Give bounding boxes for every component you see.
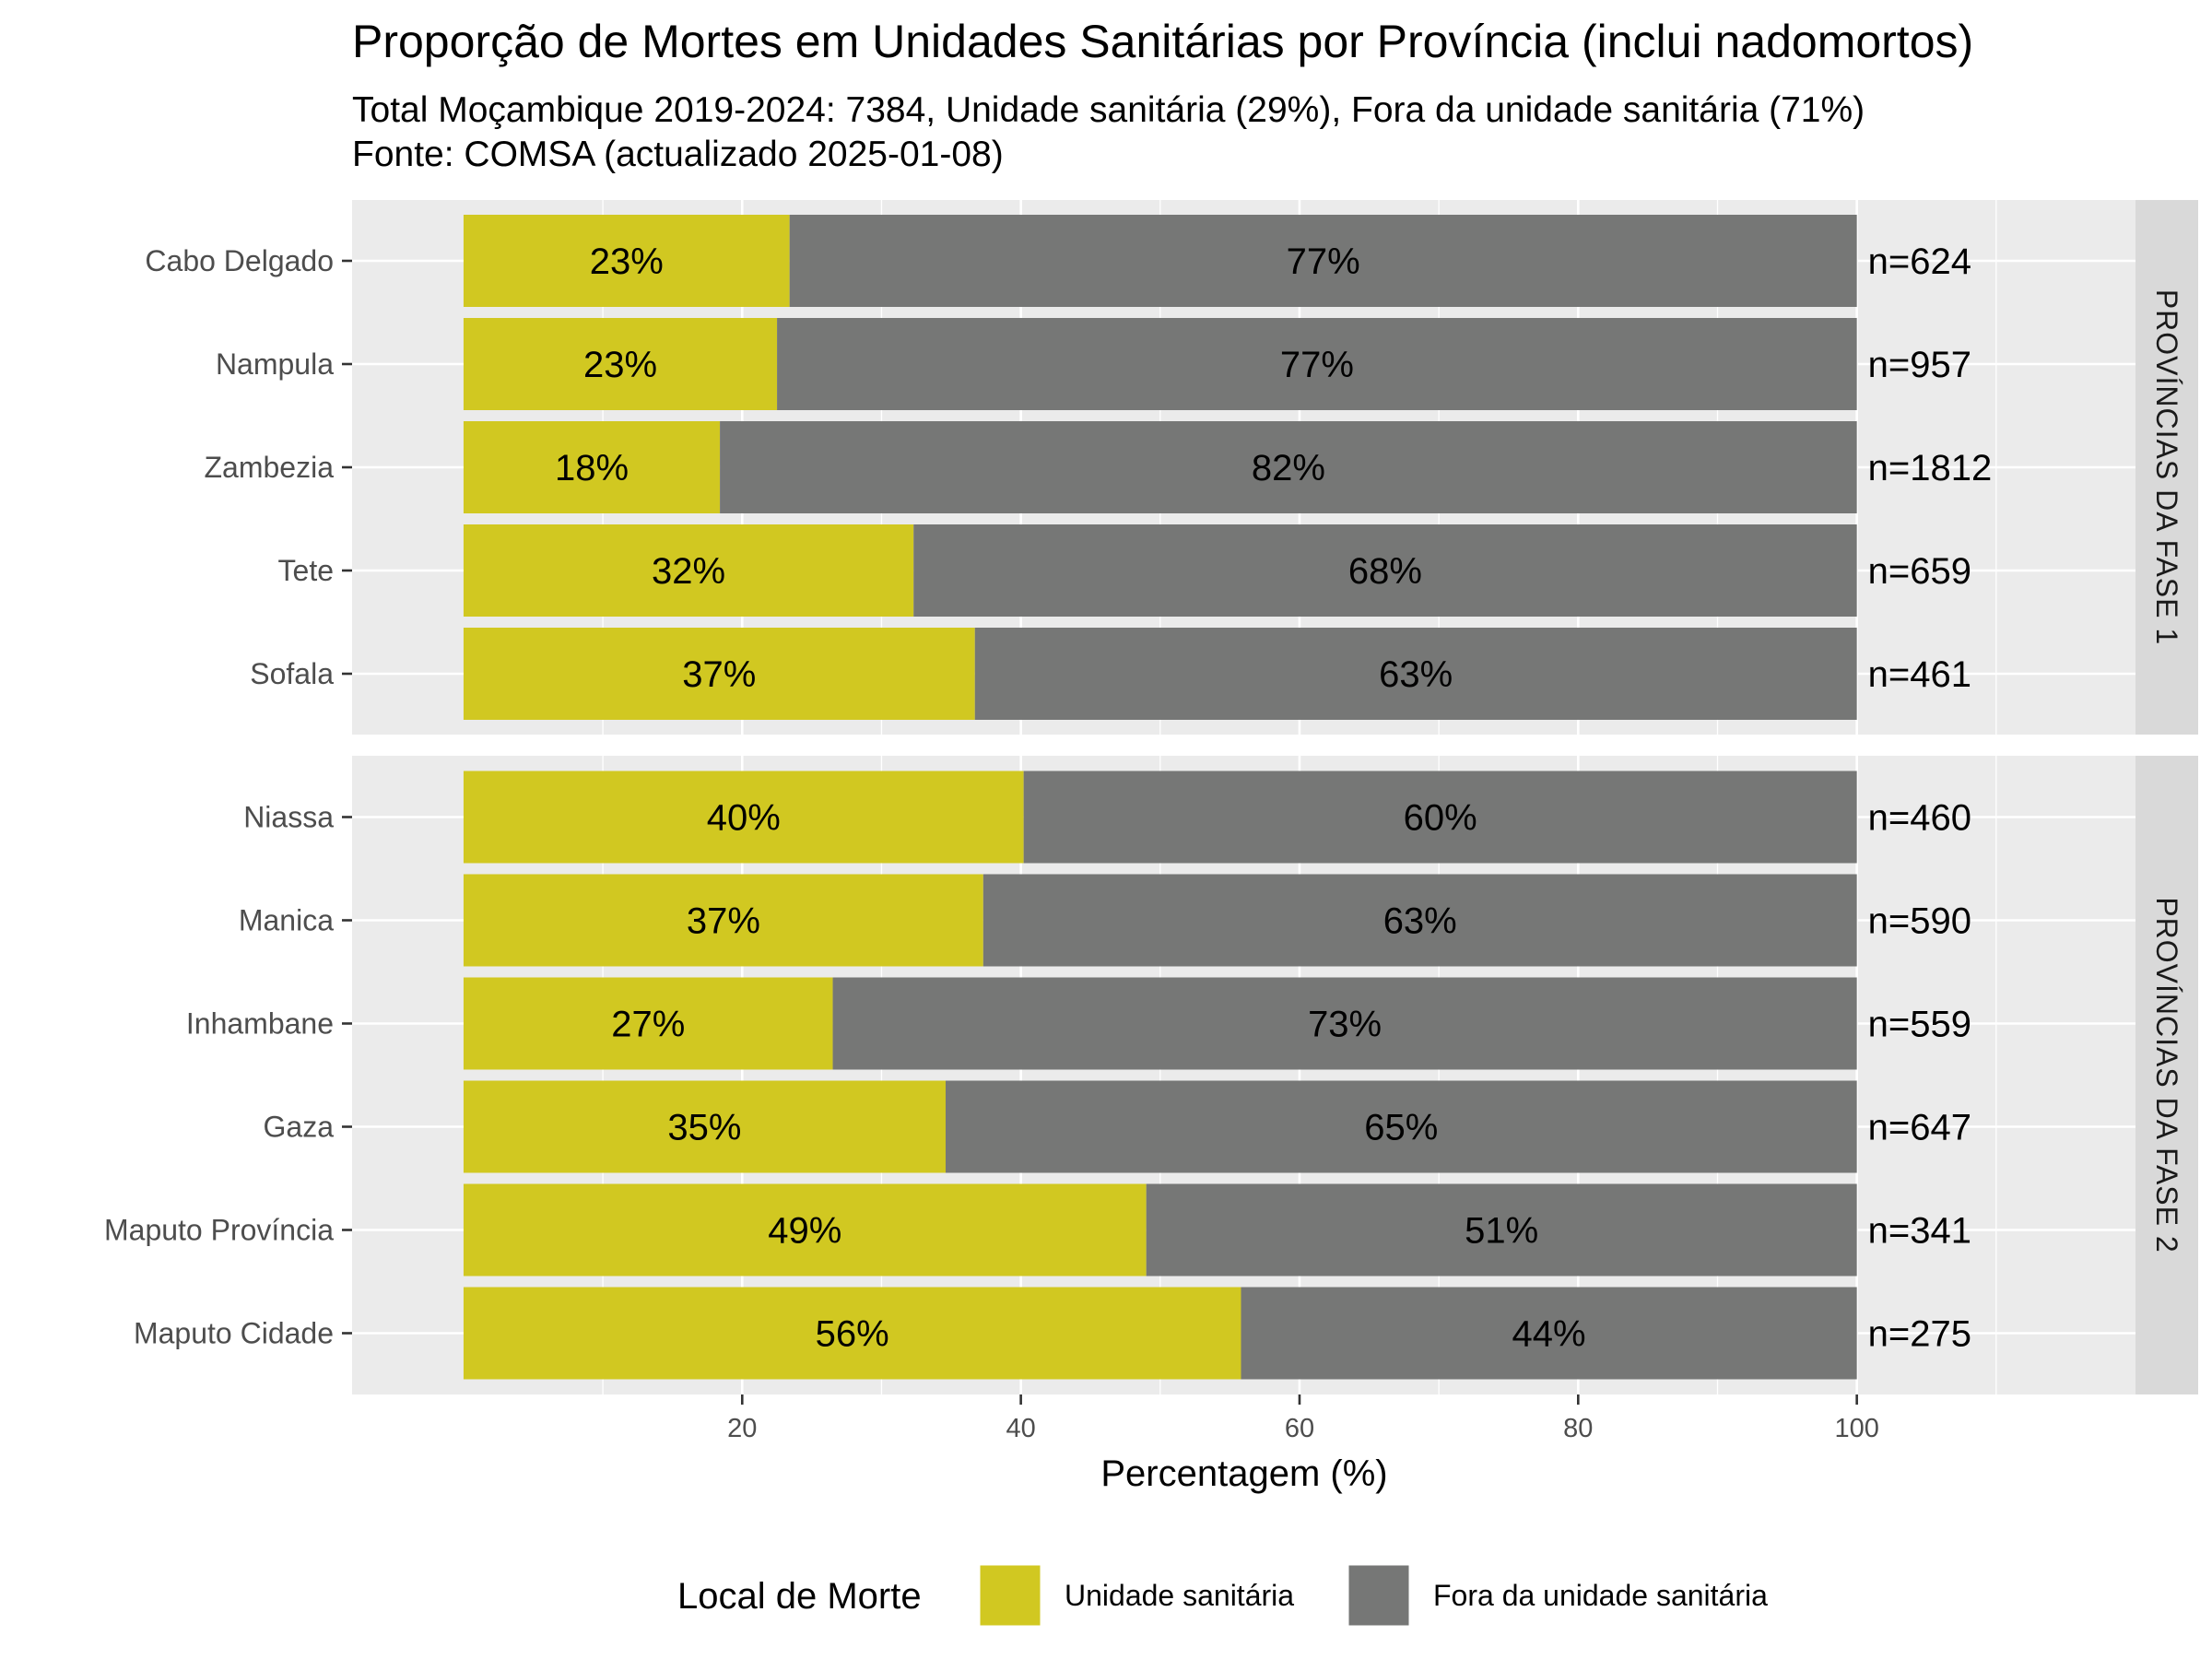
bar-unidade-gaza [463,1080,946,1173]
legend: Local de Morte Unidade sanitária Fora da… [677,1562,1768,1629]
bar-label-unidade-maputo-cidade: 56% [816,1314,889,1355]
y-tick-label-zambezia: Zambezia [205,451,335,484]
legend-title: Local de Morte [677,1576,922,1617]
bar-unidade-inhambane [463,977,833,1070]
legend-key-unidade [977,1562,1043,1629]
x-tick-label-20: 20 [727,1414,757,1443]
y-tick-label-manica: Manica [239,904,334,937]
bar-unidade-niassa [463,771,1024,864]
bar-label-unidade-niassa: 40% [707,798,781,839]
n-label-gaza: n=647 [1868,1108,1971,1148]
x-axis: 20 40 60 80 100 [727,1394,1879,1443]
bar-label-fora-niassa: 60% [1404,798,1477,839]
bar-fora-inhambane [832,977,1857,1070]
chart-subtitle-line1: Total Moçambique 2019-2024: 7384, Unidad… [352,90,1865,130]
bar-label-fora-nampula: 77% [1280,345,1354,385]
bar-label-unidade-cabo-delgado: 23% [590,241,664,282]
y-tick-label-sofala: Sofala [250,657,334,690]
n-label-tete: n=659 [1868,551,1971,592]
n-label-manica: n=590 [1868,901,1971,942]
bar-label-fora-gaza: 65% [1364,1108,1438,1148]
bar-label-unidade-sofala: 37% [682,654,756,695]
bar-label-fora-tete: 68% [1348,551,1422,592]
bar-fora-gaza [945,1080,1857,1173]
bar-unidade-sofala [463,628,975,720]
bar-label-fora-maputo-provincia: 51% [1465,1211,1538,1252]
bar-label-fora-zambezia: 82% [1252,448,1325,488]
bar-fora-sofala [974,628,1857,720]
y-tick-label-gaza: Gaza [264,1111,335,1144]
bar-unidade-nampula [463,318,778,410]
bar-label-fora-maputo-cidade: 44% [1512,1314,1586,1355]
bar-fora-zambezia [720,421,1857,513]
bar-label-unidade-manica: 37% [687,901,760,942]
bar-fora-cabo-delgado [789,215,1857,307]
bar-fora-maputo-provincia [1146,1183,1857,1277]
panel-2: 40% 60% n=460 Niassa 37% 63% n=590 Manica 27% 73%… [104,756,2198,1394]
bar-unidade-manica [463,874,983,967]
bar-fora-manica [982,874,1857,967]
facet-strip-2 [2136,756,2198,1394]
bar-label-fora-cabo-delgado: 77% [1287,241,1360,282]
bar-label-fora-sofala: 63% [1379,654,1453,695]
bar-fora-maputo-cidade [1241,1287,1857,1380]
bar-unidade-maputo-provincia [463,1183,1147,1277]
facet-strip-1 [2136,200,2198,735]
y-tick-label-inhambane: Inhambane [186,1007,334,1041]
x-axis-title: Percentagem (%) [1100,1453,1387,1494]
bar-fora-tete [913,524,1857,617]
x-tick-label-80: 80 [1563,1414,1593,1443]
legend-label-fora: Fora da unidade sanitária [1433,1579,1768,1612]
y-tick-label-maputo-cidade: Maputo Cidade [134,1317,334,1350]
n-label-inhambane: n=559 [1868,1005,1971,1045]
bar-fora-niassa [1023,771,1857,864]
bar-label-unidade-maputo-provincia: 49% [768,1211,841,1252]
n-label-sofala: n=461 [1868,654,1971,695]
chart-subtitle-line2: Fonte: COMSA (actualizado 2025-01-08) [352,135,1004,174]
bar-unidade-cabo-delgado [463,215,790,307]
bar-unidade-tete [463,524,914,617]
chart-title: Proporção de Mortes em Unidades Sanitári… [352,16,1973,67]
bar-label-unidade-gaza: 35% [667,1108,741,1148]
panels: 23% 77% n=624 Cabo Delgado 23% 77% n=957 Nampul… [104,200,2198,1394]
bar-unidade-maputo-cidade [463,1287,1241,1380]
y-tick-label-niassa: Niassa [243,801,334,834]
facet-strip-label-2: PROVÍNCIAS DA FASE 2 [2150,897,2183,1253]
bar-label-fora-manica: 63% [1383,901,1457,942]
bar-label-unidade-inhambane: 27% [611,1005,685,1045]
x-tick-label-60: 60 [1285,1414,1314,1443]
n-label-nampula: n=957 [1868,345,1971,385]
legend-label-unidade: Unidade sanitária [1065,1579,1294,1612]
n-label-niassa: n=460 [1868,798,1971,839]
y-tick-label-cabo-delgado: Cabo Delgado [145,244,334,277]
bar-label-unidade-nampula: 23% [583,345,657,385]
x-tick-label-100: 100 [1834,1414,1878,1443]
n-label-maputo-provincia: n=341 [1868,1211,1971,1252]
bar-label-fora-inhambane: 73% [1308,1005,1382,1045]
x-tick-label-40: 40 [1006,1414,1035,1443]
n-label-zambezia: n=1812 [1868,448,1993,488]
bar-label-unidade-zambezia: 18% [555,448,629,488]
bar-unidade-zambezia [463,421,721,513]
panel-1: 23% 77% n=624 Cabo Delgado 23% 77% n=957 Nampul… [145,200,2198,735]
n-label-maputo-cidade: n=275 [1868,1314,1971,1355]
legend-key-fora [1346,1562,1412,1629]
bar-fora-nampula [777,318,1857,410]
y-tick-label-tete: Tete [278,554,334,587]
n-label-cabo-delgado: n=624 [1868,241,1971,282]
bar-label-unidade-tete: 32% [652,551,725,592]
facet-strip-label-1: PROVÍNCIAS DA FASE 1 [2150,289,2183,645]
y-tick-label-maputo-provincia: Maputo Província [104,1214,334,1247]
y-tick-label-nampula: Nampula [216,347,334,381]
